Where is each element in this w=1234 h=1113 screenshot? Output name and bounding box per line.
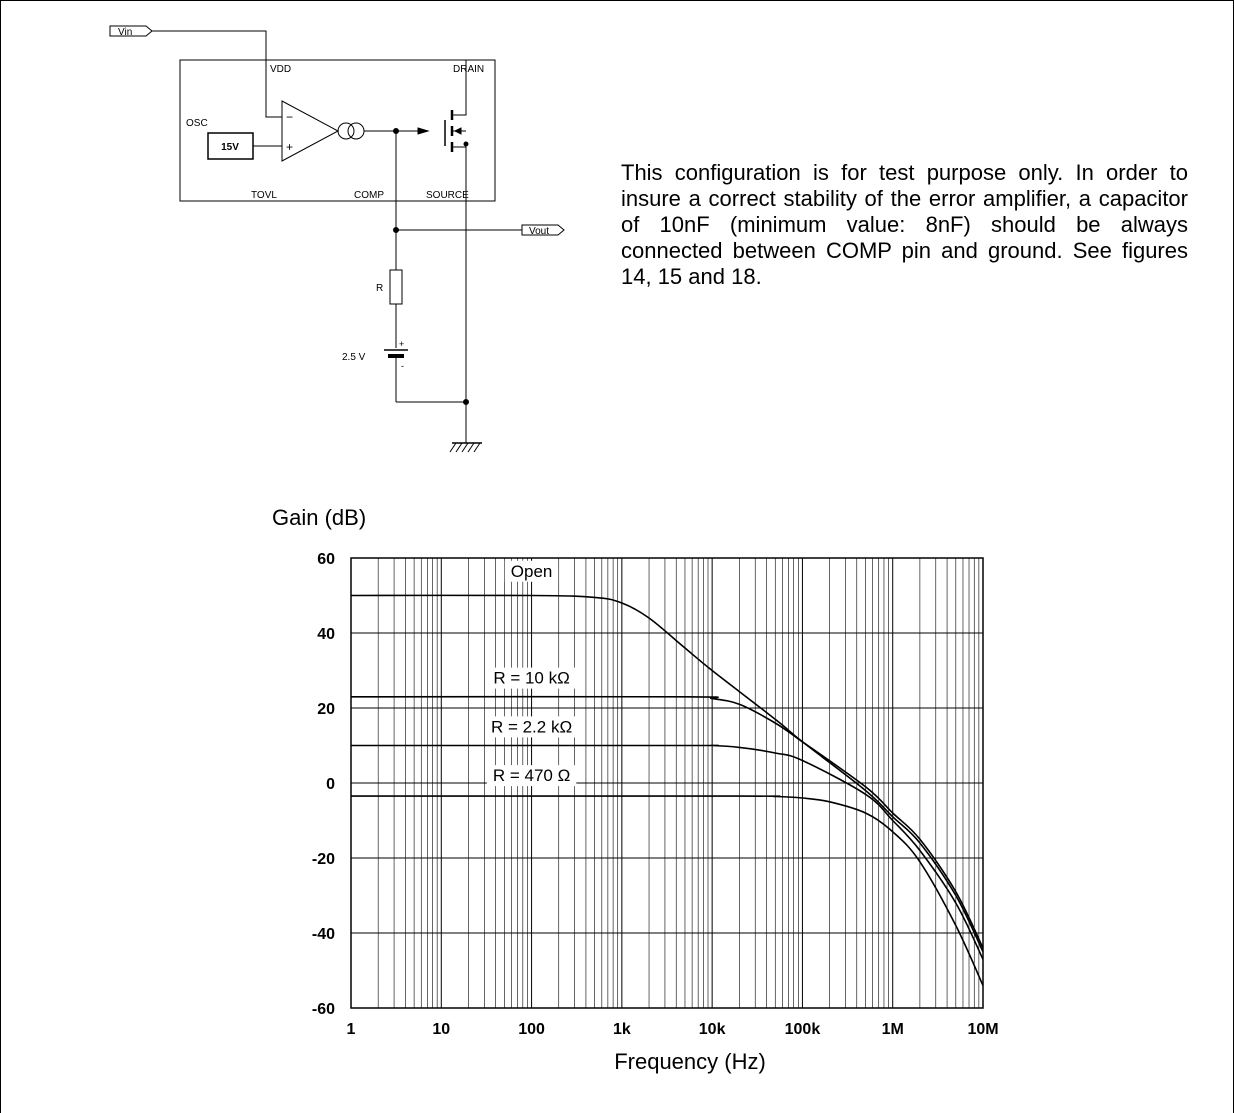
source-junction: [463, 141, 469, 147]
chart-grid: [350, 557, 983, 1009]
series-label-backing: [504, 560, 559, 582]
battery-label: 2.5 V: [342, 352, 366, 363]
tovl-pin-label: TOVL: [251, 190, 277, 201]
series-label-backing: [487, 667, 576, 689]
gate-arrow: [417, 127, 430, 135]
x-tick-label: 1M: [882, 1021, 904, 1038]
vin-wire: [152, 30, 282, 118]
y-axis-label: Gain (dB): [272, 505, 366, 530]
reference-voltage-label: 15V: [221, 142, 239, 153]
series-curve-3: [351, 795, 984, 986]
mosfet-body-arrow: [453, 127, 462, 135]
series-label-backing: [486, 765, 577, 787]
series-label-text: Open: [511, 562, 553, 581]
x-axis-label: Frequency (Hz): [614, 1049, 766, 1074]
current-source-circle-left: [337, 122, 355, 140]
y-tick-label: 0: [326, 776, 335, 793]
test-configuration-note: This configuration is for test purpose o…: [621, 160, 1188, 289]
test-circuit-schematic: Vin VDD DRAIN OSC TOVL COMP SOURCE 15V −…: [109, 25, 565, 453]
vin-label: Vin: [118, 27, 132, 38]
x-tick-label: 100k: [785, 1021, 821, 1038]
x-tick-label: 10k: [699, 1021, 726, 1038]
series-curve-2: [351, 744, 984, 960]
y-tick-label: -60: [312, 1001, 335, 1018]
vdd-pin-label: VDD: [270, 64, 291, 75]
mosfet-source-lead: [452, 146, 467, 402]
series-label-text: R = 10 kΩ: [493, 669, 570, 688]
series-label-3: R = 470 Ω: [486, 765, 577, 787]
vout-label: Vout: [529, 226, 549, 237]
osc-label: OSC: [186, 118, 208, 129]
series-label-text: R = 2.2 kΩ: [491, 717, 572, 736]
y-tick-label: 20: [317, 701, 335, 718]
battery-plus-label: +: [399, 339, 404, 349]
x-tick-label: 100: [518, 1021, 545, 1038]
source-pin-label: SOURCE: [426, 190, 469, 201]
x-tick-label: 1: [347, 1021, 356, 1038]
battery-minus-label: -: [401, 361, 404, 371]
series-label-1: R = 10 kΩ: [487, 667, 576, 689]
ic-box: [179, 59, 496, 202]
series-curve-0: [350, 594, 984, 953]
vin-port-flag: [109, 25, 153, 37]
y-tick-label: 40: [317, 626, 335, 643]
x-tick-label: 10: [432, 1021, 450, 1038]
y-tick-label: -40: [312, 926, 335, 943]
drain-pin-label: DRAIN: [453, 64, 484, 75]
series-label-text: R = 470 Ω: [493, 766, 570, 785]
series-curve-1: [350, 695, 984, 949]
vout-junction: [393, 227, 399, 233]
amp-minus-label: −: [286, 110, 293, 124]
error-amplifier-symbol: [281, 100, 340, 162]
mosfet-drain-lead: [452, 60, 467, 116]
vout-port-flag: [521, 224, 565, 236]
ground-hatch-icon: [449, 442, 481, 453]
battery-gap: [384, 348, 408, 358]
current-source-circle-right: [347, 122, 365, 140]
series-label-backing: [484, 716, 579, 738]
chart-labels: Open R = 10 kΩ R = 2.2 kΩ R = 470 Ω: [484, 560, 579, 787]
resistor-label: R: [376, 283, 383, 294]
chart-ticks: 1 10 100 1k 10k 100k 1M 10M 60 40 20 0 -20 -40 -60: [312, 551, 999, 1038]
amp-plus-label: +: [286, 140, 293, 154]
x-tick-label: 10M: [967, 1021, 998, 1038]
comp-pin-label: COMP: [354, 190, 384, 201]
y-tick-label: 60: [317, 551, 335, 568]
chart-curves: [350, 594, 984, 986]
series-label-2: R = 2.2 kΩ: [484, 716, 579, 738]
y-tick-label: -20: [312, 851, 335, 868]
plot-frame: [350, 557, 984, 1009]
resistor-symbol: [389, 269, 403, 305]
series-label-0: Open: [504, 560, 559, 582]
x-tick-label: 1k: [613, 1021, 631, 1038]
